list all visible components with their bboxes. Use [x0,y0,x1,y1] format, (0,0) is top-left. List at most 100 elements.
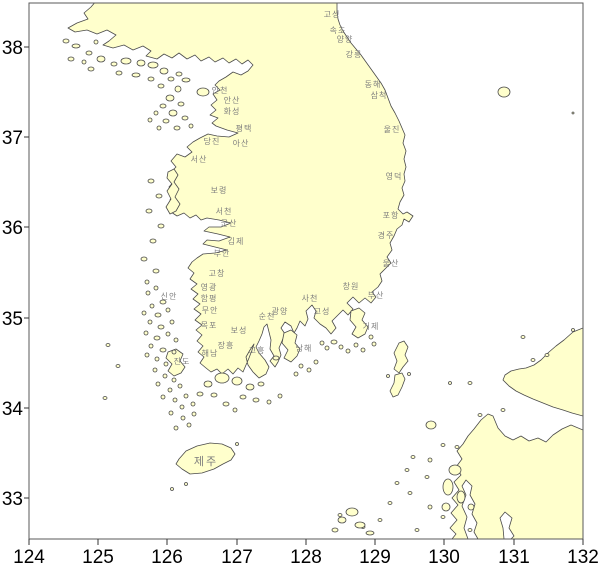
island-namhae [281,329,301,363]
small-island [239,394,247,400]
small-island [331,527,339,533]
small-island [324,345,330,351]
y-axis-label: 35 [2,309,23,330]
y-axis-label: 36 [2,218,23,239]
city-label: 당진 [204,136,221,146]
small-island [293,371,299,377]
small-island [337,516,347,524]
small-island [147,117,153,123]
small-island [414,528,420,532]
small-island [571,328,575,332]
small-island [165,307,171,313]
x-axis-label: 127 [221,547,253,568]
small-island [168,410,174,416]
city-label: 보령 [211,186,228,195]
small-island [87,66,95,72]
city-label: 포항 [383,211,400,220]
y-axis-label: 33 [2,489,23,510]
small-island [368,334,374,340]
small-island [173,125,181,131]
small-island [147,319,153,325]
small-island [306,367,312,373]
small-island [181,77,191,83]
small-island [500,408,506,412]
small-island [173,425,179,431]
city-label: 해남 [202,348,219,358]
city-label: 평택 [236,123,253,133]
small-island [520,335,526,339]
small-island [544,353,550,357]
small-island [148,343,154,349]
small-island [172,397,178,403]
small-island [377,518,383,522]
small-island [365,530,375,536]
y-axis-label: 34 [2,399,24,420]
small-island [235,442,239,446]
small-island [165,331,171,337]
city-label: 사천 [302,293,319,303]
island-tsushima-south [389,372,406,398]
small-island [442,478,454,496]
island-geoje [349,307,369,339]
city-label: 부산 [368,290,385,300]
small-island [298,363,304,369]
x-axis-label: 131 [498,547,530,568]
small-island [162,373,168,379]
small-island [188,123,194,129]
small-island [467,381,473,385]
small-island [448,464,462,476]
small-island [345,507,359,517]
small-island [407,372,411,376]
small-island [345,348,351,354]
island-jeju [175,442,236,475]
city-label: 아산 [233,138,250,148]
city-label: 창원 [343,282,360,291]
x-axis-label: 124 [13,547,45,568]
x-axis-label: 126 [151,547,183,568]
small-island [330,339,338,345]
small-island [115,70,123,76]
small-island [131,72,141,78]
small-island [252,397,260,403]
small-island [257,381,265,387]
small-island [96,55,106,63]
small-island [110,61,118,67]
small-island [144,352,150,358]
small-island [149,238,157,244]
city-label: 삼척 [371,90,388,100]
city-label: 고창 [209,269,226,278]
city-label: 장흥 [218,340,235,350]
small-island [157,223,165,229]
small-island [177,101,185,107]
small-island [337,513,343,517]
small-island [184,482,188,486]
small-island [477,413,483,417]
small-island [155,381,161,387]
city-label: 부안 [214,248,231,258]
small-island [169,319,175,325]
small-island [171,349,177,355]
city-label: 남해 [296,343,313,353]
small-island [354,521,366,529]
small-island [394,481,400,485]
x-axis-label: 130 [428,547,460,568]
small-island [467,503,475,511]
small-island [160,394,166,400]
x-axis-label: 128 [290,547,322,568]
small-island [136,59,146,67]
small-island [71,43,81,49]
small-island [167,76,175,82]
city-label: 경주 [378,230,395,240]
small-island [222,401,230,407]
small-island [266,399,272,405]
city-label: 함평 [201,293,218,303]
city-label: 화성 [224,107,241,116]
small-island [168,109,178,117]
small-island [319,340,325,346]
small-island [81,59,87,65]
city-label: 제주 [194,455,218,468]
island-anmyeondo [165,168,181,215]
small-island [174,85,182,93]
small-island [196,87,210,97]
